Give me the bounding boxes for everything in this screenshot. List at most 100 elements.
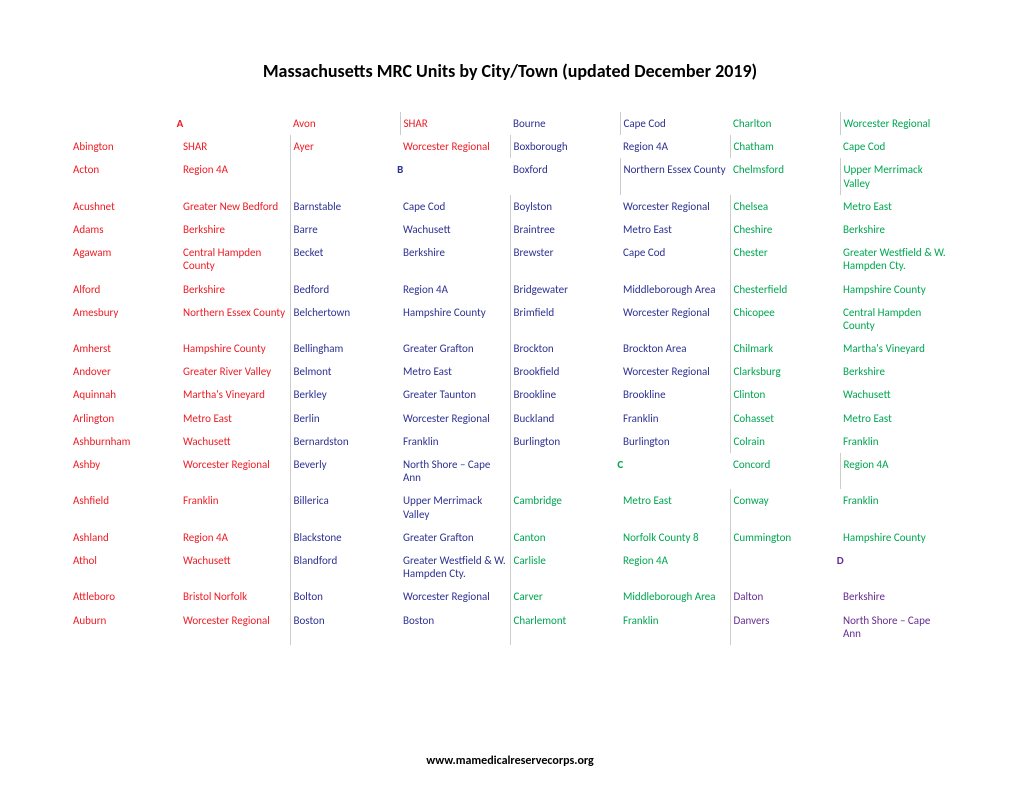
data-cell: Central Hampden County: [840, 301, 950, 337]
data-cell: Wachusett: [840, 383, 950, 406]
data-cell: Greater Grafton: [400, 337, 510, 360]
data-cell: Cohasset: [730, 407, 840, 430]
data-cell: Brookline: [510, 383, 620, 406]
data-cell: Carlisle: [510, 549, 620, 585]
data-cell: Franklin: [620, 407, 730, 430]
data-cell: Greater Westfield & W. Hampden Cty.: [400, 549, 510, 585]
data-cell: Billerica: [290, 489, 400, 525]
data-cell: Ayer: [290, 135, 400, 158]
data-cell: Region 4A: [620, 549, 730, 585]
data-cell: Abington: [70, 135, 180, 158]
data-cell: Blackstone: [290, 526, 400, 549]
data-cell: Martha's Vineyard: [180, 383, 290, 406]
data-cell: Barnstable: [290, 195, 400, 218]
data-cell: Andover: [70, 360, 180, 383]
data-cell: Franklin: [840, 489, 950, 525]
data-cell: Agawam: [70, 241, 180, 277]
data-cell: Clarksburg: [730, 360, 840, 383]
data-cell: Franklin: [400, 430, 510, 453]
mrc-table: AAvonSHARBourneCape CodCharltonWorcester…: [70, 112, 950, 645]
data-cell: Berkshire: [180, 218, 290, 241]
data-cell: Dalton: [730, 585, 840, 608]
data-cell: Region 4A: [400, 278, 510, 301]
data-cell: North Shore – Cape Ann: [400, 453, 510, 489]
data-cell: Attleboro: [70, 585, 180, 608]
data-cell: Upper Merrimack Valley: [840, 158, 950, 194]
data-cell: Ashland: [70, 526, 180, 549]
data-cell: Cape Cod: [620, 112, 730, 135]
data-cell: Cummington: [730, 526, 840, 549]
data-cell: Braintree: [510, 218, 620, 241]
data-cell: Cape Cod: [840, 135, 950, 158]
data-cell: Adams: [70, 218, 180, 241]
data-cell: Concord: [730, 453, 840, 489]
data-cell: Worcester Regional: [620, 195, 730, 218]
data-cell: Berkshire: [400, 241, 510, 277]
data-cell: Cape Cod: [620, 241, 730, 277]
data-cell: Region 4A: [840, 453, 950, 489]
data-cell: Wachusett: [180, 549, 290, 585]
data-cell: Greater Grafton: [400, 526, 510, 549]
section-letter: B: [290, 158, 510, 194]
data-cell: Canton: [510, 526, 620, 549]
data-cell: Chatham: [730, 135, 840, 158]
data-cell: Worcester Regional: [840, 112, 950, 135]
data-cell: Hampshire County: [840, 278, 950, 301]
data-cell: Chicopee: [730, 301, 840, 337]
data-cell: Bristol Norfolk: [180, 585, 290, 608]
data-cell: Worcester Regional: [400, 407, 510, 430]
data-cell: Franklin: [620, 609, 730, 645]
data-cell: Central Hampden County: [180, 241, 290, 277]
data-cell: Region 4A: [620, 135, 730, 158]
data-cell: Metro East: [400, 360, 510, 383]
data-cell: Metro East: [840, 407, 950, 430]
data-cell: Brookfield: [510, 360, 620, 383]
data-cell: Arlington: [70, 407, 180, 430]
data-cell: SHAR: [180, 135, 290, 158]
data-cell: Boylston: [510, 195, 620, 218]
data-cell: Wachusett: [180, 430, 290, 453]
data-cell: Northern Essex County: [180, 301, 290, 337]
data-cell: Blandford: [290, 549, 400, 585]
data-cell: Barre: [290, 218, 400, 241]
data-cell: Amesbury: [70, 301, 180, 337]
data-cell: Burlington: [510, 430, 620, 453]
data-cell: Berkshire: [840, 218, 950, 241]
data-cell: Cape Cod: [400, 195, 510, 218]
data-cell: Berkley: [290, 383, 400, 406]
data-cell: Berkshire: [840, 585, 950, 608]
data-cell: Bernardston: [290, 430, 400, 453]
data-cell: Charlton: [730, 112, 840, 135]
data-cell: Clinton: [730, 383, 840, 406]
section-letter: A: [70, 112, 290, 135]
data-cell: Ashburnham: [70, 430, 180, 453]
data-cell: Greater Taunton: [400, 383, 510, 406]
data-cell: Metro East: [840, 195, 950, 218]
data-cell: Brewster: [510, 241, 620, 277]
data-cell: Amherst: [70, 337, 180, 360]
data-cell: SHAR: [400, 112, 510, 135]
footer-url: www.mamedicalreservecorps.org: [0, 754, 1020, 768]
data-cell: Chesterfield: [730, 278, 840, 301]
data-cell: Aquinnah: [70, 383, 180, 406]
data-cell: Brockton Area: [620, 337, 730, 360]
data-cell: Acton: [70, 158, 180, 194]
data-cell: Upper Merrimack Valley: [400, 489, 510, 525]
data-cell: Berkshire: [180, 278, 290, 301]
data-cell: Martha's Vineyard: [840, 337, 950, 360]
data-cell: Brockton: [510, 337, 620, 360]
data-cell: Worcester Regional: [400, 135, 510, 158]
data-cell: Worcester Regional: [620, 301, 730, 337]
data-cell: Berkshire: [840, 360, 950, 383]
data-cell: Acushnet: [70, 195, 180, 218]
data-cell: Colrain: [730, 430, 840, 453]
data-cell: Bellingham: [290, 337, 400, 360]
data-cell: Northern Essex County: [620, 158, 730, 194]
data-cell: Chelsea: [730, 195, 840, 218]
data-cell: Chelmsford: [730, 158, 840, 194]
page-title: Massachusetts MRC Units by City/Town (up…: [70, 60, 950, 82]
data-cell: Alford: [70, 278, 180, 301]
data-cell: Burlington: [620, 430, 730, 453]
data-cell: Hampshire County: [180, 337, 290, 360]
data-cell: Region 4A: [180, 526, 290, 549]
